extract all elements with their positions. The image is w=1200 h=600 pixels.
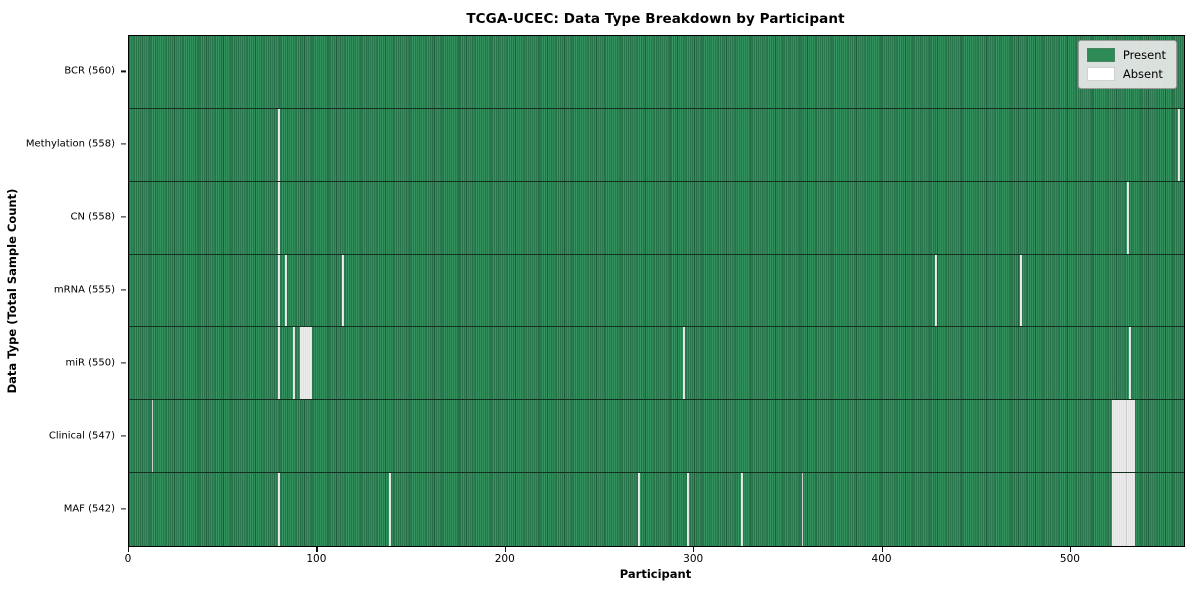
absent-stripe bbox=[1133, 400, 1135, 473]
plot-area: Present Absent bbox=[128, 35, 1185, 547]
absent-stripe bbox=[1178, 108, 1181, 181]
x-tick-label: 100 bbox=[306, 553, 327, 565]
absent-stripe bbox=[1133, 473, 1135, 546]
x-tick-label: 500 bbox=[1059, 553, 1080, 565]
chart-title: TCGA-UCEC: Data Type Breakdown by Partic… bbox=[466, 11, 845, 27]
absent-stripe bbox=[1123, 473, 1126, 546]
x-tick-label: 0 bbox=[124, 553, 132, 565]
y-tick-mark bbox=[121, 362, 126, 364]
legend-label: Absent bbox=[1122, 66, 1163, 81]
x-tick-mark bbox=[316, 546, 318, 552]
y-tick-label: Methylation (558) bbox=[25, 138, 115, 150]
x-tick-mark bbox=[128, 546, 130, 552]
x-tick-mark bbox=[881, 546, 883, 552]
absent-stripe bbox=[686, 473, 689, 546]
y-tick-mark bbox=[121, 507, 126, 510]
x-tick-label: 400 bbox=[871, 553, 892, 565]
absent-stripe bbox=[388, 473, 391, 546]
absent-stripe bbox=[1125, 473, 1128, 546]
absent-stripe bbox=[1129, 327, 1132, 400]
absent-stripe bbox=[1131, 473, 1134, 546]
x-tick-label: 300 bbox=[683, 553, 704, 565]
legend-swatch-icon bbox=[1086, 48, 1115, 62]
absent-stripe bbox=[1112, 473, 1115, 546]
absent-stripe bbox=[1127, 400, 1130, 473]
absent-stripe bbox=[277, 254, 280, 327]
absent-stripe bbox=[277, 108, 280, 181]
absent-stripe bbox=[1114, 400, 1117, 473]
x-tick-mark bbox=[1069, 546, 1072, 552]
y-tick-mark bbox=[121, 70, 126, 73]
legend-item-absent: Absent bbox=[1086, 66, 1166, 81]
heatmap-row-cn bbox=[129, 181, 1184, 255]
absent-stripe bbox=[1129, 473, 1132, 546]
absent-stripe bbox=[1116, 400, 1119, 473]
absent-stripe bbox=[277, 181, 280, 254]
absent-stripe bbox=[1119, 400, 1122, 473]
absent-stripe bbox=[1121, 473, 1124, 546]
absent-stripe bbox=[1112, 400, 1115, 473]
absent-stripe bbox=[682, 327, 685, 400]
legend-swatch-icon bbox=[1086, 67, 1115, 81]
y-tick-mark bbox=[121, 216, 126, 218]
absent-stripe bbox=[741, 473, 744, 546]
absent-stripe bbox=[1127, 181, 1130, 254]
heatmap-row-mir bbox=[129, 327, 1184, 401]
heatmap-row-clinical bbox=[129, 400, 1184, 474]
heatmap-row-maf bbox=[129, 473, 1184, 546]
absent-stripe bbox=[1114, 473, 1117, 546]
absent-stripe bbox=[1121, 400, 1124, 473]
absent-stripe bbox=[300, 327, 303, 400]
heatmap-row-bcr bbox=[129, 36, 1184, 109]
absent-stripe bbox=[292, 327, 295, 400]
absent-stripe bbox=[1118, 473, 1120, 546]
absent-stripe bbox=[306, 327, 308, 400]
x-tick-mark bbox=[504, 546, 506, 552]
y-tick-label: mRNA (555) bbox=[53, 284, 115, 296]
y-tick-label: miR (550) bbox=[65, 357, 115, 369]
absent-stripe bbox=[341, 254, 344, 327]
absent-stripe bbox=[1020, 254, 1022, 327]
heatmap-row-mrna bbox=[129, 254, 1184, 328]
absent-stripe bbox=[1125, 400, 1128, 473]
absent-stripe bbox=[935, 254, 938, 327]
y-tick-label: CN (558) bbox=[70, 211, 115, 223]
legend-label: Present bbox=[1122, 47, 1166, 62]
absent-stripe bbox=[304, 327, 307, 400]
y-tick-mark bbox=[121, 289, 126, 291]
y-tick-label: BCR (560) bbox=[64, 65, 115, 77]
absent-stripe bbox=[1129, 400, 1132, 473]
y-tick-label: Clinical (547) bbox=[48, 430, 115, 442]
absent-stripe bbox=[801, 473, 804, 546]
absent-stripe bbox=[1119, 473, 1122, 546]
absent-stripe bbox=[302, 327, 305, 400]
absent-stripe bbox=[1118, 400, 1120, 473]
absent-stripe bbox=[637, 473, 640, 546]
absent-stripe bbox=[1127, 473, 1130, 546]
x-tick-label: 200 bbox=[494, 553, 515, 565]
x-tick-mark bbox=[693, 546, 695, 552]
heatmap-row-methylation bbox=[129, 108, 1184, 182]
y-tick-mark bbox=[121, 143, 126, 145]
absent-stripe bbox=[277, 473, 280, 546]
absent-stripe bbox=[277, 327, 280, 400]
legend: Present Absent bbox=[1077, 40, 1177, 89]
absent-stripe bbox=[307, 327, 310, 400]
x-axis-label: Participant bbox=[619, 567, 692, 581]
y-tick-mark bbox=[121, 435, 126, 437]
absent-stripe bbox=[1123, 400, 1126, 473]
absent-stripe bbox=[309, 327, 312, 400]
heatmap-rows bbox=[129, 36, 1184, 546]
absent-stripe bbox=[285, 254, 288, 327]
y-tick-label: MAF (542) bbox=[63, 503, 115, 515]
absent-stripe bbox=[1131, 400, 1134, 473]
absent-stripe bbox=[1116, 473, 1119, 546]
absent-stripe bbox=[151, 400, 154, 473]
legend-item-present: Present bbox=[1086, 47, 1166, 62]
